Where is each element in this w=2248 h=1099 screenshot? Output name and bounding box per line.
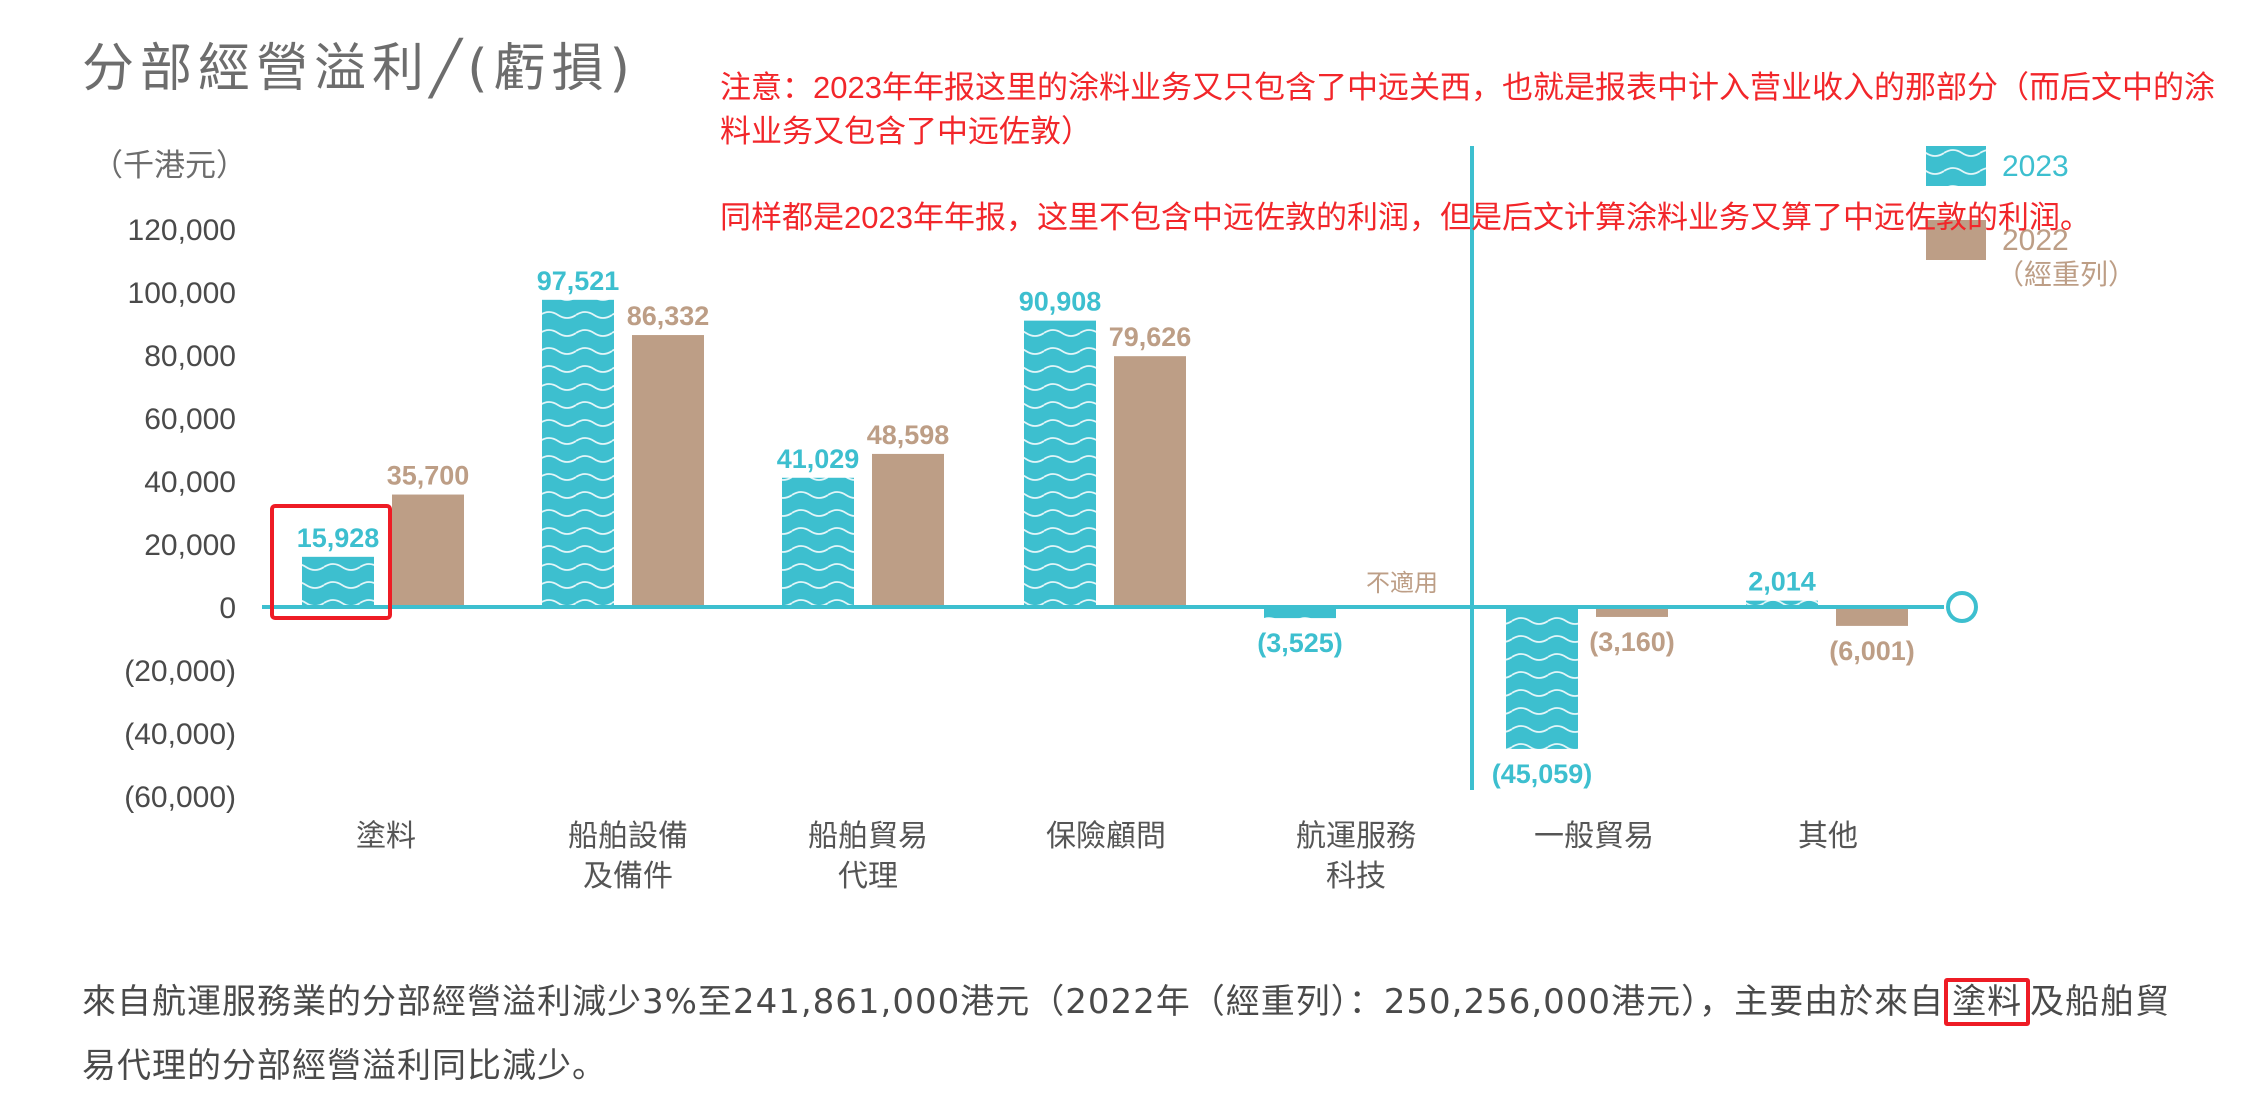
category-label: 一般貿易 <box>1534 819 1654 854</box>
footer-highlight: 塗料 <box>1944 978 2031 1026</box>
bar-2022 <box>872 453 944 607</box>
bar-chart: 120,000 100,000 80,000 60,000 40,000 20,000 0 (… <box>124 146 2136 894</box>
y-tick-label: (60,000) <box>124 781 236 814</box>
bars <box>262 146 1978 790</box>
y-axis-ticks: 120,000 100,000 80,000 60,000 40,000 20,000 0 (… <box>124 214 236 814</box>
category-label: 及備件 <box>583 859 673 894</box>
bar-label-2022: 79,626 <box>1109 322 1192 352</box>
bar-label-2022: 48,598 <box>867 420 950 450</box>
y-tick-label: 40,000 <box>144 466 236 499</box>
bar-2022 <box>1114 356 1186 607</box>
bar-2022 <box>632 335 704 607</box>
category-label: 塗料 <box>356 819 416 854</box>
category-label: 船舶貿易 <box>808 819 928 854</box>
bar-label-2023: 97,521 <box>537 266 620 296</box>
bar-2023 <box>542 299 614 607</box>
bar-label-2023: (3,525) <box>1257 628 1343 658</box>
y-tick-label: 0 <box>219 592 236 625</box>
category-label: 船舶設備 <box>568 819 688 854</box>
y-tick-label: (40,000) <box>124 718 236 751</box>
bar-label-2023: 90,908 <box>1019 287 1102 317</box>
y-tick-label: 20,000 <box>144 529 236 562</box>
footer-paragraph: 來自航運服務業的分部經營溢利減少3%至241,861,000港元（2022年（經… <box>82 970 2202 1098</box>
axis-end-circle <box>1946 591 1978 623</box>
bar-2023 <box>1506 607 1578 749</box>
annotation-note-1: 注意：2023年年报这里的涂料业务又只包含了中远关西，也就是报表中计入营业收入的… <box>720 70 2215 149</box>
legend-sublabel-2022: （經重列） <box>1996 258 2136 291</box>
unit-label: （千港元） <box>92 148 247 184</box>
y-tick-label: (20,000) <box>124 655 236 688</box>
highlight-boxes <box>270 504 392 620</box>
bar-2022 <box>392 494 464 607</box>
chart-title: 分部經營溢利╱(虧損) <box>82 39 636 99</box>
bar-label-2023: 15,928 <box>297 523 380 553</box>
bar-label-2023: 2,014 <box>1748 567 1816 597</box>
bar-2023 <box>1264 607 1336 619</box>
category-label: 代理 <box>838 859 898 894</box>
legend-label-2023: 2023 <box>2002 150 2069 183</box>
bar-label-2022: 不適用 <box>1366 569 1438 597</box>
footer-text-after: 及船舶貿易代理的分部經營溢利同比減少。 <box>82 982 2171 1086</box>
bar-label-2022: (3,160) <box>1589 627 1675 657</box>
legend-swatch-2023 <box>1926 146 1986 186</box>
bar-2023 <box>782 477 854 607</box>
bar-label-2022: 86,332 <box>627 301 710 331</box>
bar-label-2023: 41,029 <box>777 444 860 474</box>
category-label: 保險顧問 <box>1046 819 1166 854</box>
bar-label-2022: (6,001) <box>1829 636 1915 666</box>
y-tick-label: 120,000 <box>128 214 236 247</box>
y-tick-label: 60,000 <box>144 403 236 436</box>
bar-label-2022: 35,700 <box>387 461 470 491</box>
bar-2022 <box>1596 607 1668 617</box>
bar-label-2023: (45,059) <box>1492 759 1593 789</box>
highlight-box-coatings <box>270 504 392 620</box>
category-label: 科技 <box>1326 859 1386 894</box>
y-tick-label: 80,000 <box>144 340 236 373</box>
bar-2023 <box>1746 600 1818 607</box>
legend: 2023 2022（經重列） <box>1926 146 2136 291</box>
category-label: 航運服務 <box>1296 819 1416 854</box>
annotation-note-2: 同样都是2023年年报，这里不包含中远佐敦的利润，但是后文计算涂料业务又算了中远… <box>720 200 2091 235</box>
bar-2023 <box>1024 320 1096 607</box>
footer-text-before: 來自航運服務業的分部經營溢利減少3%至241,861,000港元（2022年（經… <box>82 982 1945 1022</box>
legend-swatch-2022 <box>1926 220 1986 260</box>
category-label: 其他 <box>1798 819 1858 854</box>
bar-2022 <box>1836 607 1908 626</box>
bar-2023 <box>302 556 374 607</box>
y-tick-label: 100,000 <box>128 277 236 310</box>
legend-label-2022: 2022 <box>2002 224 2069 257</box>
